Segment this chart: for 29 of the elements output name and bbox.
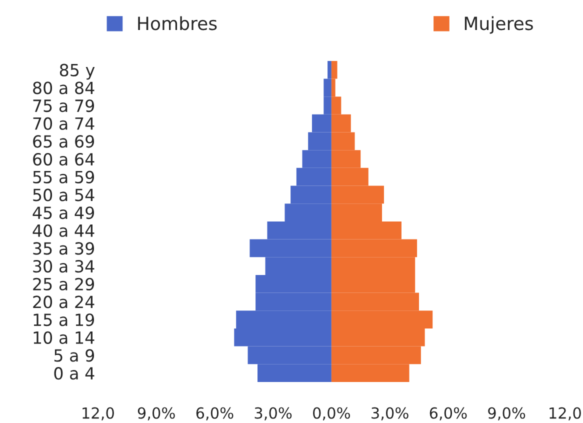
x-tick-label: 12,0 — [550, 407, 581, 420]
y-tick-label: 70 a 74 — [33, 117, 94, 130]
x-tick-label: 6,0% — [430, 407, 467, 420]
y-tick-label: 80 a 84 — [33, 82, 94, 94]
y-tick-label: 10 a 14 — [34, 331, 94, 344]
legend-label: Hombres — [138, 16, 217, 30]
y-tick-label: 60 a 64 — [33, 152, 94, 166]
x-tick-label: 0,0% — [313, 407, 350, 420]
legend-label: Mujeres — [464, 16, 533, 34]
x-tick-label: 12,0 — [82, 407, 114, 420]
y-tick-label: 45 a 49 — [32, 206, 94, 220]
y-tick-label: 5 a 9 — [54, 349, 94, 362]
x-tick-label: 3,0% — [254, 407, 292, 420]
y-tick-label: 0 a 4 — [54, 367, 94, 380]
x-tick-label: 9,0% — [488, 407, 526, 420]
y-tick-label: 20 a 24 — [33, 296, 94, 308]
y-tick-label: 55 a 59 — [33, 170, 94, 184]
y-tick-label: 65 a 69 — [33, 135, 94, 148]
y-tick-label: 75 a 79 — [33, 99, 94, 112]
y-tick-label: 40 a 44 — [32, 224, 94, 237]
x-tick-label: 3,0% — [372, 407, 408, 420]
y-tick-label: 35 a 39 — [33, 242, 94, 255]
x-tick-label: 6,0% — [196, 407, 234, 420]
y-tick-label: 50 a 54 — [33, 188, 94, 202]
y-tick-label: 25 a 29 — [33, 278, 94, 290]
y-tick-label: 30 a 34 — [33, 260, 94, 273]
x-tick-label: 9,0% — [138, 407, 175, 420]
y-tick-label: 15 a 19 — [34, 314, 94, 326]
y-tick-label: 85 y — [60, 64, 95, 80]
